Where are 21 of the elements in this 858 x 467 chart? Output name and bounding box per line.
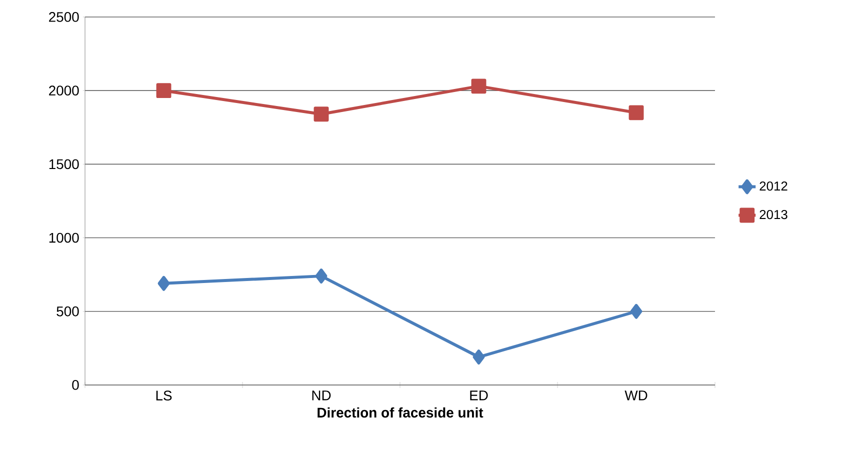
- point: [472, 350, 485, 364]
- y-tick-label: 500: [56, 306, 79, 316]
- legend-label: 2013: [760, 210, 788, 220]
- y-tick-label: 2500: [49, 12, 79, 22]
- y-tick-label: 0: [72, 380, 79, 390]
- point: [314, 106, 329, 122]
- x-tick-label: ED: [470, 390, 488, 400]
- point: [315, 268, 328, 284]
- point: [628, 105, 644, 120]
- x-tick-label: ND: [312, 390, 331, 400]
- point: [158, 276, 170, 291]
- point: [471, 78, 486, 94]
- y-tick-label: 2000: [49, 86, 79, 96]
- x-tick-label: LS: [156, 390, 172, 401]
- point: [156, 83, 172, 98]
- y-tick-label: 1000: [49, 232, 79, 243]
- legend-label: 2012: [760, 181, 788, 191]
- x-tick-label: WD: [624, 390, 648, 400]
- point: [630, 304, 642, 319]
- y-tick-label: 1500: [49, 159, 79, 170]
- x-axis-title: Direction of faceside unit: [318, 407, 484, 418]
